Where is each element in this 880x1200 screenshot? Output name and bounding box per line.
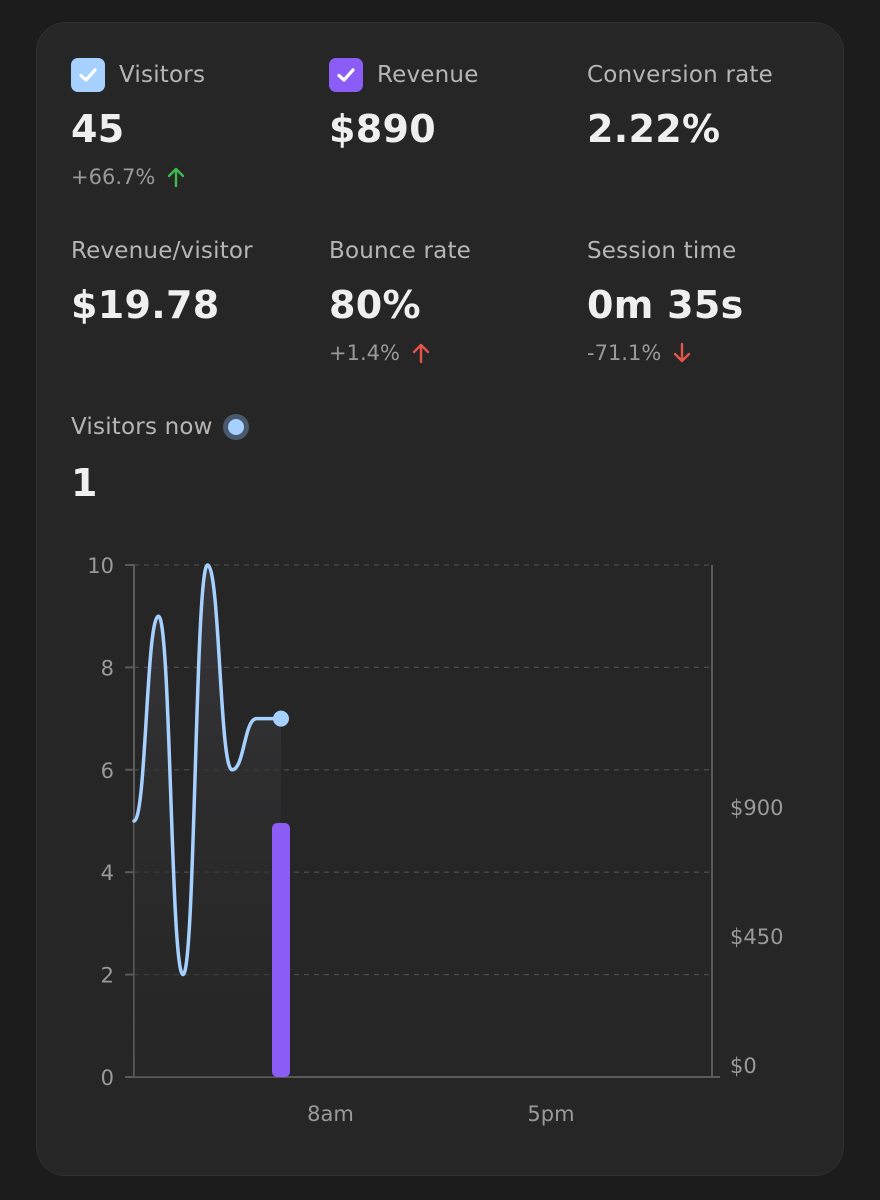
arrow-down-icon <box>673 342 691 364</box>
right-tick-label: $450 <box>730 925 783 949</box>
left-tick-label: 10 <box>87 554 114 578</box>
metric-label: Bounce rate <box>329 238 472 264</box>
check-icon <box>337 68 355 82</box>
check-icon <box>79 68 97 82</box>
right-tick-label: $900 <box>730 796 783 820</box>
analytics-card: Visitors 45 +66.7% Revenue $890 Conver <box>36 22 844 1176</box>
metric-revenue[interactable]: Revenue $890 <box>329 57 569 151</box>
left-tick-label: 6 <box>101 759 114 783</box>
x-tick-label: 8am <box>307 1102 354 1126</box>
visitors-now-label: Visitors now <box>71 414 213 440</box>
metric-change: +66.7% <box>71 163 311 191</box>
change-text: +1.4% <box>329 341 400 365</box>
metric-label: Conversion rate <box>587 62 773 88</box>
visitors-revenue-chart: 0 2 4 6 8 10 $0 $450 $900 8am 5pm <box>87 554 783 1126</box>
metric-session-time[interactable]: Session time 0m 35s -71.1% <box>587 233 827 367</box>
visitors-last-point <box>273 710 289 727</box>
x-tick-label: 5pm <box>527 1102 574 1126</box>
metric-value: $19.78 <box>71 283 220 327</box>
metric-value: 0m 35s <box>587 283 744 327</box>
metric-value: 45 <box>71 107 125 151</box>
metric-visitors[interactable]: Visitors 45 +66.7% <box>71 57 311 191</box>
metric-label: Revenue <box>377 62 479 88</box>
visitors-now-value: 1 <box>71 461 98 505</box>
revenue-bar <box>272 823 290 1077</box>
left-tick-label: 8 <box>101 656 114 680</box>
metric-value: $890 <box>329 107 436 151</box>
metric-label: Visitors <box>119 62 206 88</box>
metric-label: Session time <box>587 238 737 264</box>
right-tick-label: $0 <box>730 1054 757 1078</box>
metric-revenue-per-visitor[interactable]: Revenue/visitor $19.78 <box>71 233 311 327</box>
live-dot-icon <box>222 414 249 440</box>
left-tick-label: 2 <box>101 964 114 988</box>
left-tick-label: 4 <box>101 861 114 885</box>
visitors-line <box>132 563 283 977</box>
metric-change: +1.4% <box>329 339 569 367</box>
metric-label: Revenue/visitor <box>71 238 253 264</box>
left-tick-label: 0 <box>101 1066 114 1090</box>
change-text: +66.7% <box>71 165 156 189</box>
revenue-checkbox[interactable] <box>329 58 363 92</box>
visitors-area <box>134 565 281 1077</box>
metric-value: 80% <box>329 283 421 327</box>
arrow-up-icon <box>167 166 185 188</box>
change-text: -71.1% <box>587 341 662 365</box>
visitors-checkbox[interactable] <box>71 58 105 92</box>
metric-conversion-rate[interactable]: Conversion rate 2.22% <box>587 57 827 151</box>
visitors-now: Visitors now <box>71 409 249 445</box>
metric-change: -71.1% <box>587 339 827 367</box>
metric-value: 2.22% <box>587 107 721 151</box>
metric-bounce-rate[interactable]: Bounce rate 80% +1.4% <box>329 233 569 367</box>
arrow-up-icon <box>412 342 430 364</box>
